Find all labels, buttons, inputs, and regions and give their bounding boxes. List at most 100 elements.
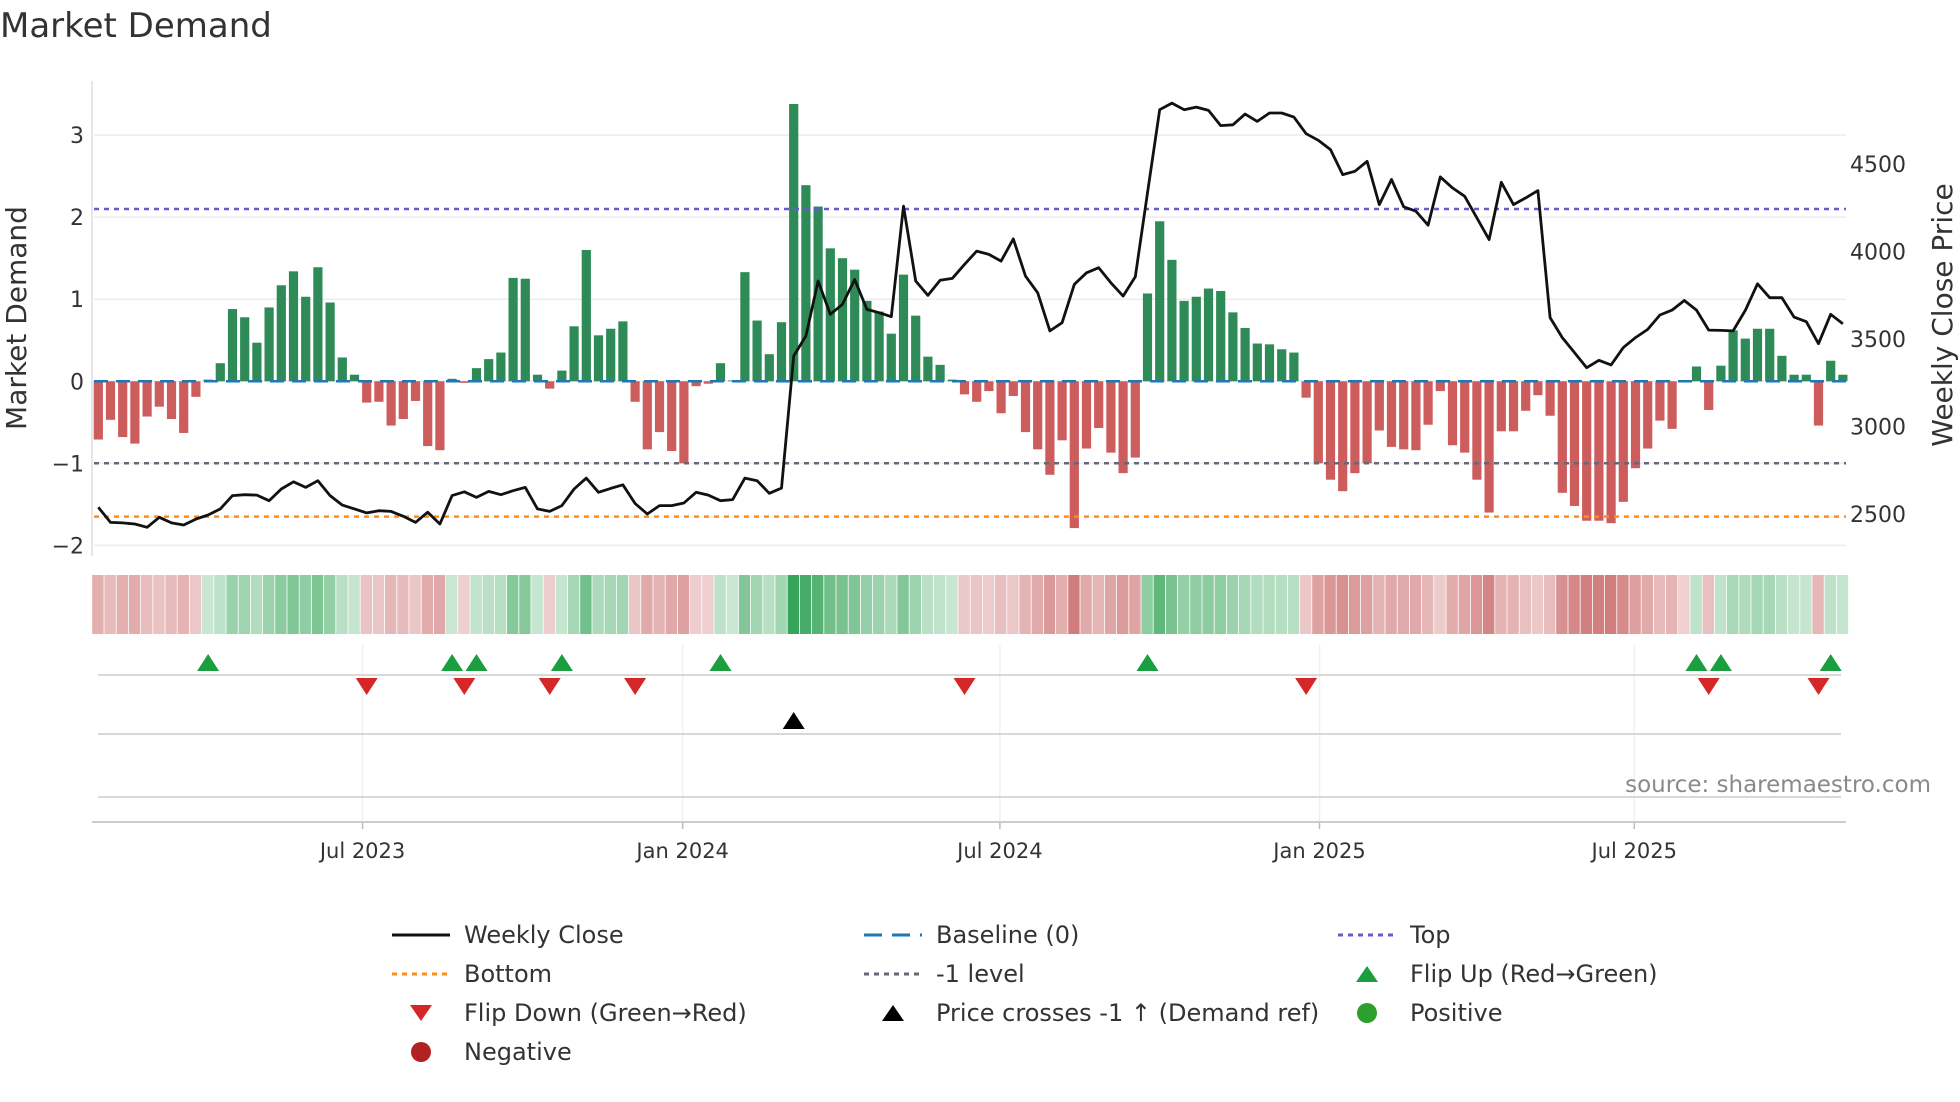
demand-strip-cell [616, 575, 629, 634]
y2-tick-label: 2500 [1850, 503, 1906, 528]
demand-strip-cell [165, 575, 177, 634]
demand-strip-cell [848, 575, 860, 634]
demand-bar [520, 278, 530, 382]
demand-strip-cell [202, 575, 214, 634]
demand-bar [1508, 381, 1519, 432]
demand-bar [1411, 381, 1421, 451]
demand-strip-cell [1178, 575, 1190, 634]
demand-bar [264, 307, 274, 382]
demand-strip-cell [860, 575, 873, 634]
demand-strip-cell [226, 575, 238, 634]
weekly-close-line [97, 101, 1844, 529]
demand-bar [1142, 293, 1153, 382]
demand-bar [398, 381, 408, 419]
demand-strip-cell [934, 575, 946, 634]
flip-up-marker [465, 654, 488, 671]
demand-bar [1155, 221, 1165, 382]
demand-strip-cell [1348, 575, 1361, 634]
demand-strip-cell [189, 575, 202, 634]
demand-strip-cell [433, 575, 446, 634]
demand-bar [935, 364, 945, 382]
demand-bar [1618, 381, 1628, 502]
demand-bar [618, 321, 628, 382]
demand-bar [837, 258, 848, 382]
demand-strip-cell [1751, 575, 1763, 634]
demand-bar [1765, 328, 1775, 382]
demand-bar [1045, 381, 1055, 475]
legend-item-cross: Price crosses -1 ↑ (Demand ref) [862, 998, 1336, 1028]
legend-flip-down-icon [410, 1005, 432, 1021]
demand-strip-cell [677, 575, 690, 634]
demand-bar [911, 315, 921, 382]
demand-bar [496, 352, 506, 382]
demand-bar [1252, 343, 1262, 382]
demand-bar [191, 381, 201, 397]
demand-bar [959, 381, 970, 395]
demand-strip-cell [629, 575, 641, 634]
demand-strip-cell [1104, 575, 1117, 634]
demand-bar [545, 381, 555, 389]
legend-label: Flip Down (Green→Red) [464, 999, 747, 1027]
demand-bar [1777, 355, 1787, 382]
demand-strip-cell [982, 575, 995, 634]
demand-strip-cell [1519, 575, 1531, 634]
demand-bar [508, 277, 518, 382]
demand-bar [471, 368, 482, 382]
demand-strip-cell [1422, 575, 1434, 634]
flip-down-marker [1697, 678, 1720, 695]
demand-bar [850, 269, 860, 382]
demand-bar [1301, 381, 1311, 398]
demand-bar [1667, 381, 1677, 429]
demand-strip-cell [1629, 575, 1641, 634]
legend-label: Baseline (0) [936, 921, 1080, 949]
demand-strip-cell [714, 575, 726, 634]
demand-bar [1277, 349, 1287, 382]
legend-close-icon [392, 933, 450, 937]
x-tick-label: Jan 2025 [1271, 839, 1366, 863]
flip-up-marker [1819, 654, 1842, 671]
demand-strip-cell [1263, 575, 1275, 634]
demand-bar [1386, 381, 1397, 447]
flip-up-marker [550, 654, 573, 671]
demand-strip-cell [250, 575, 263, 634]
demand-strip-cell [238, 575, 250, 634]
legend-label: Positive [1410, 999, 1503, 1027]
flip-down-marker [953, 678, 976, 695]
legend-label: Bottom [464, 960, 553, 988]
demand-strip-cell [1836, 575, 1849, 634]
demand-bar [569, 326, 579, 382]
legend-bottom-icon [392, 972, 450, 976]
demand-bar [898, 274, 909, 382]
y2-tick-label: 4000 [1850, 240, 1906, 265]
demand-bar [1350, 381, 1360, 474]
demand-bar [1374, 381, 1384, 431]
demand-strip-cell [1007, 575, 1019, 634]
demand-strip-cell [653, 575, 665, 634]
demand-strip-cell [555, 575, 568, 634]
legend-item-flip-up: Flip Up (Red→Green) [1336, 959, 1686, 989]
demand-strip-cell [1580, 575, 1592, 634]
demand-strip-cell [873, 575, 885, 634]
x-tick-label: Jul 2024 [955, 839, 1042, 863]
demand-bar [227, 309, 238, 382]
demand-strip-cell [104, 575, 116, 634]
demand-strip-cell [1763, 575, 1775, 634]
demand-bar [1801, 374, 1811, 382]
demand-strip-cell [921, 575, 934, 634]
demand-bar [1752, 328, 1763, 382]
legend-minus-one-icon [864, 972, 922, 976]
demand-strip-cell [1190, 575, 1202, 634]
demand-bar [386, 381, 396, 426]
demand-bar [1313, 381, 1323, 464]
y-axis-title: Market Demand [0, 206, 33, 430]
demand-bar [1020, 381, 1031, 433]
flip-down-marker [1807, 678, 1830, 695]
demand-strip-cell [543, 575, 555, 634]
demand-bar [252, 342, 262, 382]
demand-strip-cell [1068, 575, 1080, 634]
demand-bar [654, 381, 665, 433]
demand-bar [996, 381, 1006, 414]
chart-title: Market Demand [0, 6, 272, 46]
demand-strip-cell [799, 575, 812, 634]
demand-bar [740, 272, 750, 382]
